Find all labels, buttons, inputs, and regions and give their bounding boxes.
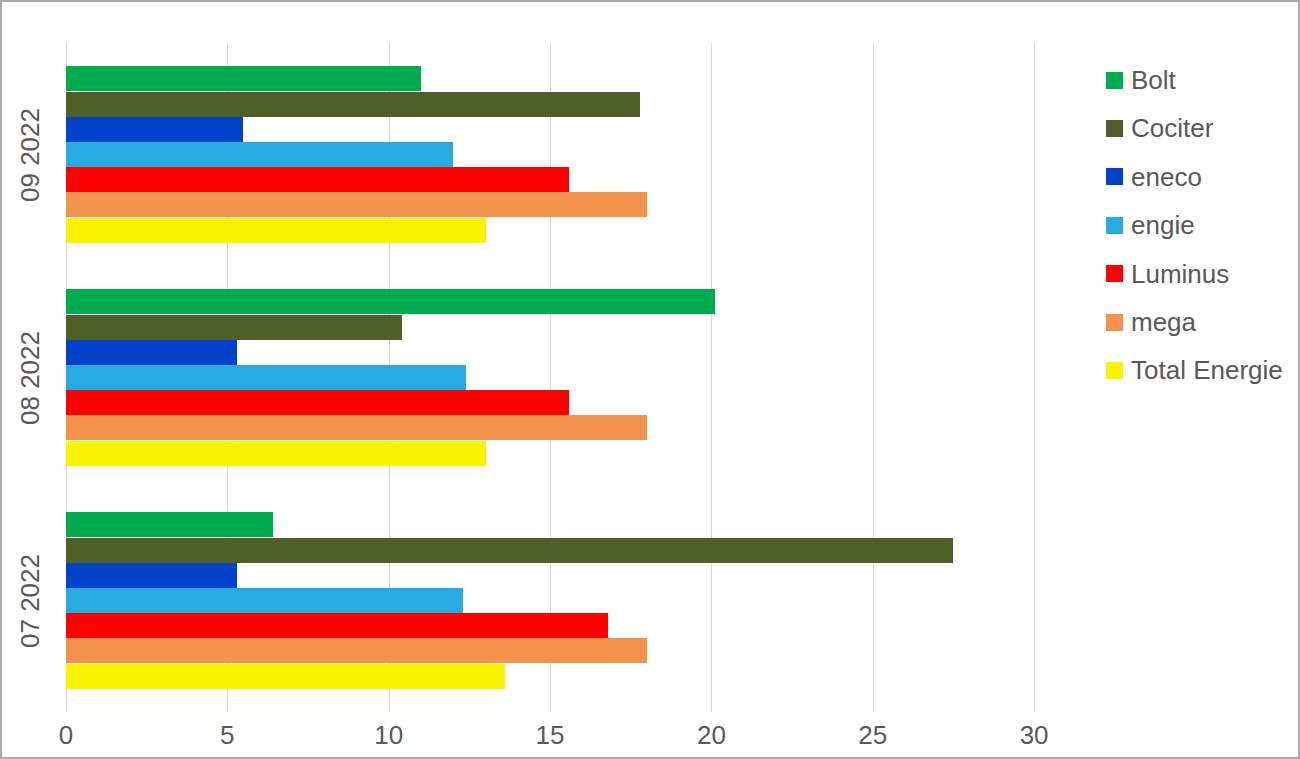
bar-total-energie bbox=[66, 664, 505, 689]
legend-item: Cociter bbox=[1106, 113, 1213, 143]
x-tick-label: 5 bbox=[220, 720, 234, 750]
gridline bbox=[1034, 43, 1035, 712]
x-tick-label: 25 bbox=[858, 720, 887, 750]
bar-mega bbox=[66, 415, 647, 440]
legend-swatch bbox=[1106, 168, 1123, 185]
bar-luminus bbox=[66, 167, 569, 192]
x-tick-label: 0 bbox=[59, 720, 73, 750]
x-tick-label: 15 bbox=[536, 720, 565, 750]
category-label: 07 2022 bbox=[15, 554, 46, 648]
chart: 0 5 10 15 20 25 30 09 2022 08 2022 07 2022 Bolt C… bbox=[0, 0, 1300, 759]
legend-label: Bolt bbox=[1131, 65, 1176, 95]
legend-label: Luminus bbox=[1131, 259, 1229, 289]
x-tick-label: 10 bbox=[374, 720, 403, 750]
gridline bbox=[873, 43, 874, 712]
legend-label: eneco bbox=[1131, 162, 1202, 192]
legend-item: Bolt bbox=[1106, 65, 1176, 95]
bar-luminus bbox=[66, 613, 608, 638]
legend-item: mega bbox=[1106, 307, 1196, 337]
bar-engie bbox=[66, 588, 463, 613]
category-label: 09 2022 bbox=[15, 108, 46, 202]
gridline bbox=[550, 43, 551, 712]
legend-label: Total Energie bbox=[1131, 355, 1283, 385]
bar-total-energie bbox=[66, 441, 486, 466]
bar-eneco bbox=[66, 340, 237, 365]
bar-total-energie bbox=[66, 218, 486, 243]
legend-label: mega bbox=[1131, 307, 1196, 337]
bar-bolt bbox=[66, 289, 715, 314]
bar-cociter bbox=[66, 538, 953, 563]
legend-item: engie bbox=[1106, 210, 1195, 240]
gridline bbox=[711, 43, 712, 712]
bar-engie bbox=[66, 365, 466, 390]
legend-item: Luminus bbox=[1106, 259, 1229, 289]
bar-eneco bbox=[66, 563, 237, 588]
legend-swatch bbox=[1106, 362, 1123, 379]
legend-swatch bbox=[1106, 265, 1123, 282]
bar-luminus bbox=[66, 390, 569, 415]
bar-mega bbox=[66, 638, 647, 663]
bar-cociter bbox=[66, 92, 640, 117]
legend-swatch bbox=[1106, 120, 1123, 137]
legend-label: Cociter bbox=[1131, 113, 1213, 143]
x-tick-label: 20 bbox=[697, 720, 726, 750]
x-tick-label: 30 bbox=[1020, 720, 1049, 750]
bar-mega bbox=[66, 192, 647, 217]
legend-item: Total Energie bbox=[1106, 355, 1283, 385]
bar-eneco bbox=[66, 117, 243, 142]
legend-label: engie bbox=[1131, 210, 1195, 240]
category-label: 08 2022 bbox=[15, 331, 46, 425]
legend-item: eneco bbox=[1106, 162, 1202, 192]
legend-swatch bbox=[1106, 217, 1123, 234]
bar-cociter bbox=[66, 315, 402, 340]
legend-swatch bbox=[1106, 72, 1123, 89]
bar-bolt bbox=[66, 512, 273, 537]
bar-engie bbox=[66, 142, 453, 167]
bar-bolt bbox=[66, 66, 421, 91]
legend-swatch bbox=[1106, 314, 1123, 331]
